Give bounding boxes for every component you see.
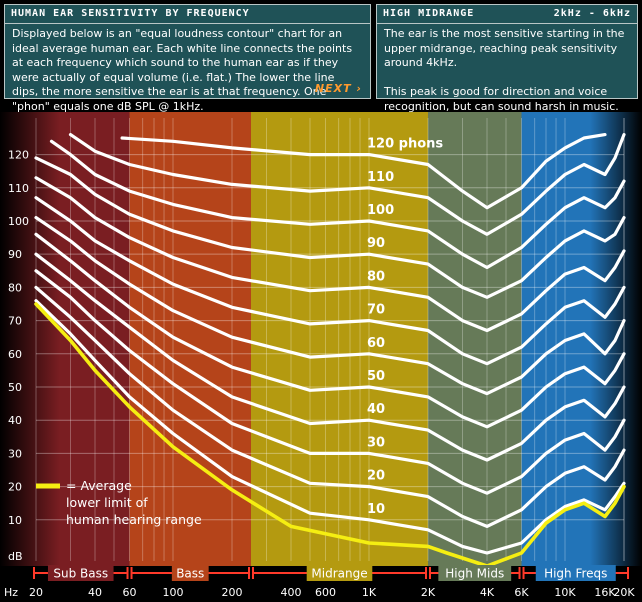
x-tick-label-1k: 1K xyxy=(362,586,377,599)
y-tick-label-30: 30 xyxy=(8,447,22,460)
x-tick-label-4k: 4K xyxy=(480,586,495,599)
y-tick-label-90: 90 xyxy=(8,248,22,261)
curve-70 xyxy=(34,196,626,366)
curve-label-10: 10 xyxy=(367,502,385,517)
band-label-bass: Bass xyxy=(176,567,204,581)
curve-label-60: 60 xyxy=(367,336,385,351)
curve-label-20: 20 xyxy=(367,469,385,484)
loudness-contour-chart: 10 20 30 40 50 60 70 80 90 100 110 120 dB 120 phons 1… xyxy=(0,112,642,599)
y-tick-label-40: 40 xyxy=(8,414,22,427)
legend-label-line-2: lower limit of xyxy=(66,495,148,510)
band-label-high-freqs: High Freqs xyxy=(544,567,607,581)
x-tick-label-10k: 10K xyxy=(554,586,576,599)
band-label-midrange: Midrange xyxy=(311,567,367,581)
curve-label-80: 80 xyxy=(367,269,385,284)
curve-label-90: 90 xyxy=(367,236,385,251)
intro-panel-title: HUMAN EAR SENSITIVITY BY FREQUENCY xyxy=(5,5,370,24)
x-tick-label-60: 60 xyxy=(123,586,137,599)
y-axis-label: dB xyxy=(8,550,23,563)
curve-60 xyxy=(34,216,626,396)
x-tick-label-6k: 6K xyxy=(514,586,529,599)
legend-label-line-1: = Average xyxy=(66,478,132,493)
curve-label-110: 110 xyxy=(367,170,394,185)
y-tick-label-70: 70 xyxy=(8,315,22,328)
y-tick-label-80: 80 xyxy=(8,281,22,294)
y-tick-label-100: 100 xyxy=(8,215,29,228)
x-tick-label-20: 20 xyxy=(29,586,43,599)
x-tick-label-20k: 20K xyxy=(613,586,635,599)
legend-label-line-3: human hearing range xyxy=(66,512,202,527)
curve-label-30: 30 xyxy=(367,435,385,450)
band-label-bg-sub-bass xyxy=(47,565,114,581)
curve-20 xyxy=(34,285,626,528)
intro-panel-text: Displayed below is an "equal loudness co… xyxy=(12,27,353,113)
x-tick-label-600: 600 xyxy=(315,586,336,599)
band-info-panel: HIGH MIDRANGE 2kHz - 6kHz The ear is the… xyxy=(376,4,638,113)
x-tick-label-40: 40 xyxy=(88,586,102,599)
curve-label-40: 40 xyxy=(367,402,385,417)
x-tick-label-16k: 16K xyxy=(594,586,616,599)
band-label-sub-bass: Sub Bass xyxy=(53,567,108,581)
y-tick-label-110: 110 xyxy=(8,182,29,195)
y-tick-label-50: 50 xyxy=(8,381,22,394)
curve-50 xyxy=(34,232,626,429)
x-tick-label-200: 200 xyxy=(222,586,243,599)
x-axis-label: Hz xyxy=(4,586,18,599)
intro-panel: HUMAN EAR SENSITIVITY BY FREQUENCY Displ… xyxy=(4,4,371,113)
y-tick-label-120: 120 xyxy=(8,149,29,162)
curve-30 xyxy=(34,269,626,495)
band-label-high-mids: High Mids xyxy=(445,567,504,581)
band-info-title: HIGH MIDRANGE xyxy=(383,8,475,19)
x-tick-label-100: 100 xyxy=(162,586,183,599)
curve-110 xyxy=(68,133,626,236)
band-label-bg-high-mids xyxy=(438,565,512,581)
y-tick-label-60: 60 xyxy=(8,348,22,361)
band-label-bg-bass xyxy=(171,565,209,581)
curve-120-phons xyxy=(120,133,607,210)
band-label-bg-high-freqs xyxy=(535,565,616,581)
y-tick-label-20: 20 xyxy=(8,481,22,494)
curve-label-100: 100 xyxy=(367,203,394,218)
curve-label-70: 70 xyxy=(367,303,385,318)
curve-label-50: 50 xyxy=(367,369,385,384)
band-fade-left xyxy=(0,112,60,572)
band-info-text: The ear is the most sensitive starting i… xyxy=(384,27,625,113)
x-tick-label-2k: 2K xyxy=(421,586,436,599)
x-tick-label-400: 400 xyxy=(281,586,302,599)
curve-label-120-phons: 120 phons xyxy=(367,137,443,152)
band-info-range: 2kHz - 6kHz xyxy=(553,8,631,19)
band-info-header: HIGH MIDRANGE 2kHz - 6kHz xyxy=(377,5,637,24)
curve-10 xyxy=(34,299,626,555)
curve-100 xyxy=(49,139,626,270)
curve-80 xyxy=(34,176,626,333)
curve-40 xyxy=(34,252,626,462)
curve-90 xyxy=(34,156,626,299)
band-label-bg-midrange xyxy=(306,565,373,581)
y-tick-label-10: 10 xyxy=(8,514,22,527)
next-button[interactable]: NEXT › xyxy=(314,82,362,95)
curve-hearing-threshold xyxy=(34,302,626,568)
band-midrange xyxy=(250,112,428,572)
